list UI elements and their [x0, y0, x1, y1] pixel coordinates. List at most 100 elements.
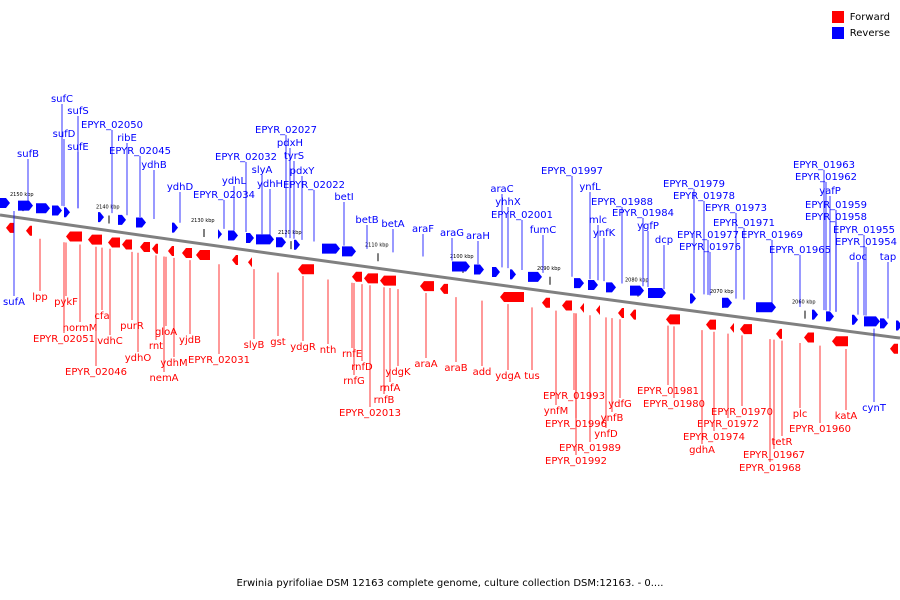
gene-label-reverse: EPYR_02022	[283, 180, 345, 191]
reverse-gene-arrow	[880, 318, 888, 329]
forward-gene-arrow	[140, 242, 150, 253]
gene-label-reverse: yafP	[819, 186, 841, 197]
gene-label-forward: EPYR_01968	[739, 463, 801, 474]
reverse-gene-arrow	[452, 261, 470, 272]
reverse-gene-arrow	[690, 293, 696, 304]
reverse-gene-arrow	[52, 205, 62, 216]
gene-label-reverse: EPYR_01958	[805, 212, 867, 223]
forward-gene-arrow	[420, 281, 434, 292]
legend-label-reverse: Reverse	[849, 27, 890, 39]
reverse-gene-arrow	[246, 233, 254, 244]
gene-label-forward: EPYR_01993	[543, 391, 605, 402]
reverse-gene-arrow	[812, 309, 818, 320]
gene-label-forward: EPYR_01960	[789, 424, 851, 435]
scale-tick-label: 2130 kbp	[191, 218, 215, 224]
gene-label-forward: EPYR_01972	[697, 419, 759, 430]
reverse-gene-arrow	[648, 287, 666, 298]
reverse-gene-arrow	[630, 285, 644, 296]
legend-item-reverse: Reverse	[831, 25, 890, 41]
gene-label-reverse: EPYR_01963	[793, 160, 855, 171]
reverse-gene-arrow	[18, 200, 33, 211]
forward-gene-arrow	[890, 343, 898, 354]
gene-label-forward: araB	[444, 363, 467, 374]
forward-gene-arrow	[562, 300, 572, 311]
forward-gene-arrow	[364, 273, 378, 284]
gene-label-reverse: sufB	[17, 149, 39, 160]
reverse-gene-arrow	[756, 302, 776, 313]
gene-label-reverse: EPYR_01973	[705, 203, 767, 214]
gene-label-reverse: EPYR_02034	[193, 190, 255, 201]
forward-gene-arrow	[108, 237, 120, 248]
forward-gene-arrow	[542, 297, 550, 308]
scale-tick-label: 2150 kbp	[10, 192, 34, 198]
reverse-gene-arrow	[474, 264, 484, 275]
gene-label-reverse: EPYR_01979	[663, 179, 725, 190]
reverse-gene-arrow	[574, 278, 584, 289]
gene-label-reverse: sufD	[53, 129, 76, 140]
gene-label-forward: EPYR_01967	[743, 450, 805, 461]
gene-label-reverse: betI	[334, 192, 353, 203]
gene-label-forward: EPYR_01992	[545, 456, 607, 467]
gene-label-forward: rnfD	[351, 362, 373, 373]
reverse-swatch	[831, 27, 844, 39]
gene-label-forward: rnfB	[374, 395, 395, 406]
scale-tick-label: 2140 kbp	[96, 205, 120, 211]
gene-label-forward: ynfB	[601, 413, 624, 424]
gene-label-forward: ydgR	[290, 342, 316, 353]
gene-label-reverse: EPYR_02050	[81, 120, 143, 131]
forward-gene-arrow	[66, 231, 82, 242]
forward-gene-arrow	[500, 292, 524, 303]
gene-label-forward: tetR	[772, 437, 793, 448]
gene-label-reverse: betA	[381, 219, 404, 230]
forward-gene-arrow	[618, 307, 624, 318]
forward-gene-arrow	[596, 305, 600, 316]
gene-label-forward: EPYR_02031	[188, 355, 250, 366]
gene-label-reverse: ydhD	[167, 182, 194, 193]
forward-gene-arrow	[832, 336, 848, 347]
scale-tick-label: 2070 kbp	[710, 289, 734, 295]
gene-label-forward: ydgA	[495, 371, 521, 382]
forward-gene-arrow	[730, 322, 734, 333]
reverse-gene-arrow	[722, 297, 732, 308]
legend-label-forward: Forward	[849, 11, 890, 23]
gene-label-reverse: EPYR_01988	[591, 197, 653, 208]
gene-label-forward: EPYR_02013	[339, 408, 401, 419]
gene-label-reverse: slyA	[252, 165, 273, 176]
reverse-gene-arrow	[36, 203, 50, 214]
forward-gene-arrow	[88, 234, 102, 245]
forward-gene-arrow	[6, 222, 14, 233]
scale-tick-label: 2090 kbp	[537, 266, 561, 272]
scale-tick-label: 2110 kbp	[365, 242, 389, 248]
forward-gene-arrow	[26, 225, 32, 236]
reverse-gene-arrow	[492, 266, 500, 277]
forward-gene-arrow	[440, 283, 448, 294]
forward-swatch	[831, 11, 844, 23]
forward-gene-arrow	[122, 239, 132, 250]
reverse-gene-arrow	[528, 271, 542, 282]
gene-label-reverse: EPYR_01978	[673, 191, 735, 202]
gene-label-forward: EPYR_01980	[643, 399, 705, 410]
gene-label-reverse: tap	[880, 252, 896, 263]
reverse-gene-arrow	[510, 269, 516, 280]
gene-label-forward: gloA	[155, 327, 177, 338]
gene-label-reverse: mlc	[589, 215, 607, 226]
gene-label-reverse: ydhH	[257, 179, 283, 190]
reverse-gene-arrow	[852, 314, 858, 325]
forward-gene-arrow	[152, 243, 158, 254]
reverse-gene-arrow	[342, 246, 356, 257]
gene-label-forward: ydfG	[608, 399, 632, 410]
gene-label-reverse: EPYR_01962	[795, 172, 857, 183]
gene-label-forward: gdhA	[689, 445, 715, 456]
gene-label-reverse: araC	[490, 184, 513, 195]
gene-label-forward: ynfM	[544, 406, 568, 417]
forward-gene-arrow	[196, 249, 210, 260]
gene-label-forward: slyB	[244, 340, 265, 351]
gene-label-reverse: dcp	[655, 235, 673, 246]
gene-label-forward: plc	[793, 409, 808, 420]
gene-label-reverse: ydhL	[222, 176, 247, 187]
scale-tick-label: 2080 kbp	[625, 278, 649, 284]
gene-label-forward: katA	[835, 411, 858, 422]
reverse-gene-arrow	[218, 229, 222, 240]
gene-label-reverse: araG	[440, 228, 464, 239]
